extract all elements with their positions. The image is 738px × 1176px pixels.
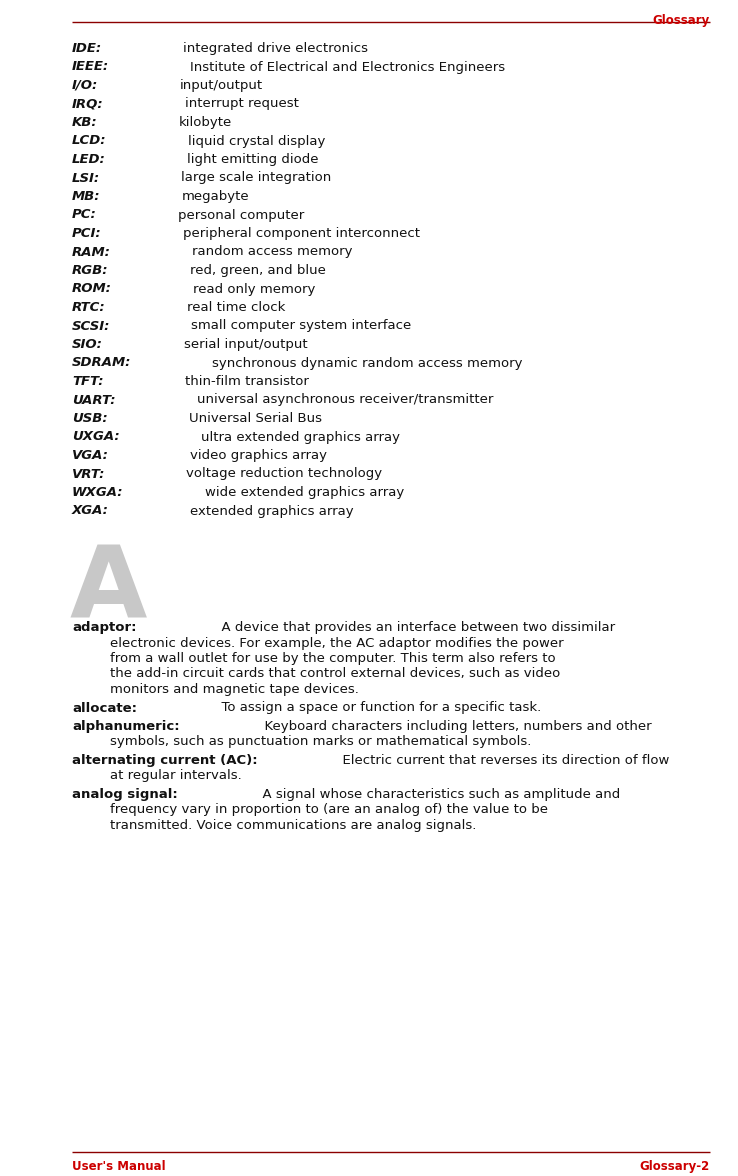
Text: User's Manual: User's Manual: [72, 1160, 165, 1172]
Text: UXGA:: UXGA:: [72, 430, 120, 443]
Text: at regular intervals.: at regular intervals.: [110, 769, 242, 782]
Text: LED:: LED:: [72, 153, 106, 166]
Text: interrupt request: interrupt request: [184, 98, 299, 111]
Text: PC:: PC:: [72, 208, 97, 221]
Text: analog signal:: analog signal:: [72, 788, 178, 801]
Text: Electric current that reverses its direction of flow: Electric current that reverses its direc…: [334, 754, 669, 767]
Text: PCI:: PCI:: [72, 227, 102, 240]
Text: XGA:: XGA:: [72, 505, 109, 517]
Text: USB:: USB:: [72, 412, 108, 425]
Text: LCD:: LCD:: [72, 134, 106, 147]
Text: ROM:: ROM:: [72, 282, 112, 295]
Text: symbols, such as punctuation marks or mathematical symbols.: symbols, such as punctuation marks or ma…: [110, 735, 531, 748]
Text: megabyte: megabyte: [182, 191, 249, 203]
Text: ultra extended graphics array: ultra extended graphics array: [201, 430, 400, 443]
Text: VGA:: VGA:: [72, 449, 109, 462]
Text: real time clock: real time clock: [187, 301, 285, 314]
Text: IRQ:: IRQ:: [72, 98, 103, 111]
Text: extended graphics array: extended graphics array: [190, 505, 354, 517]
Text: random access memory: random access memory: [192, 246, 353, 259]
Text: light emitting diode: light emitting diode: [187, 153, 318, 166]
Text: RAM:: RAM:: [72, 246, 111, 259]
Text: liquid crystal display: liquid crystal display: [187, 134, 325, 147]
Text: Glossary: Glossary: [652, 14, 710, 27]
Text: kilobyte: kilobyte: [179, 116, 232, 129]
Text: from a wall outlet for use by the computer. This term also refers to: from a wall outlet for use by the comput…: [110, 652, 556, 664]
Text: personal computer: personal computer: [178, 208, 304, 221]
Text: serial input/output: serial input/output: [184, 338, 308, 350]
Text: alternating current (AC):: alternating current (AC):: [72, 754, 258, 767]
Text: monitors and magnetic tape devices.: monitors and magnetic tape devices.: [110, 683, 359, 696]
Text: A device that provides an interface between two dissimilar: A device that provides an interface betw…: [213, 621, 615, 634]
Text: MB:: MB:: [72, 191, 100, 203]
Text: Universal Serial Bus: Universal Serial Bus: [189, 412, 322, 425]
Text: large scale integration: large scale integration: [181, 172, 331, 185]
Text: transmitted. Voice communications are analog signals.: transmitted. Voice communications are an…: [110, 818, 476, 831]
Text: IEEE:: IEEE:: [72, 60, 109, 73]
Text: VRT:: VRT:: [72, 468, 106, 481]
Text: A signal whose characteristics such as amplitude and: A signal whose characteristics such as a…: [254, 788, 620, 801]
Text: Keyboard characters including letters, numbers and other: Keyboard characters including letters, n…: [255, 720, 652, 733]
Text: WXGA:: WXGA:: [72, 486, 123, 499]
Text: video graphics array: video graphics array: [190, 449, 327, 462]
Text: RTC:: RTC:: [72, 301, 106, 314]
Text: SCSI:: SCSI:: [72, 320, 111, 333]
Text: adaptor:: adaptor:: [72, 621, 137, 634]
Text: I/O:: I/O:: [72, 79, 98, 92]
Text: TFT:: TFT:: [72, 375, 103, 388]
Text: A: A: [70, 541, 148, 639]
Text: Glossary-2: Glossary-2: [640, 1160, 710, 1172]
Text: thin-film transistor: thin-film transistor: [184, 375, 308, 388]
Text: peripheral component interconnect: peripheral component interconnect: [183, 227, 420, 240]
Text: red, green, and blue: red, green, and blue: [190, 263, 325, 278]
Text: UART:: UART:: [72, 394, 116, 407]
Text: input/output: input/output: [179, 79, 263, 92]
Text: integrated drive electronics: integrated drive electronics: [183, 42, 368, 55]
Text: Institute of Electrical and Electronics Engineers: Institute of Electrical and Electronics …: [190, 60, 506, 73]
Text: LSI:: LSI:: [72, 172, 100, 185]
Text: electronic devices. For example, the AC adaptor modifies the power: electronic devices. For example, the AC …: [110, 636, 564, 649]
Text: RGB:: RGB:: [72, 263, 108, 278]
Text: wide extended graphics array: wide extended graphics array: [204, 486, 404, 499]
Text: the add-in circuit cards that control external devices, such as video: the add-in circuit cards that control ex…: [110, 668, 560, 681]
Text: universal asynchronous receiver/transmitter: universal asynchronous receiver/transmit…: [196, 394, 493, 407]
Text: allocate:: allocate:: [72, 702, 137, 715]
Text: SDRAM:: SDRAM:: [72, 356, 131, 369]
Text: To assign a space or function for a specific task.: To assign a space or function for a spec…: [213, 702, 541, 715]
Text: alphanumeric:: alphanumeric:: [72, 720, 179, 733]
Text: small computer system interface: small computer system interface: [191, 320, 412, 333]
Text: voltage reduction technology: voltage reduction technology: [187, 468, 382, 481]
Text: IDE:: IDE:: [72, 42, 102, 55]
Text: KB:: KB:: [72, 116, 97, 129]
Text: SIO:: SIO:: [72, 338, 103, 350]
Text: synchronous dynamic random access memory: synchronous dynamic random access memory: [213, 356, 523, 369]
Text: read only memory: read only memory: [193, 282, 315, 295]
Text: frequency vary in proportion to (are an analog of) the value to be: frequency vary in proportion to (are an …: [110, 803, 548, 816]
